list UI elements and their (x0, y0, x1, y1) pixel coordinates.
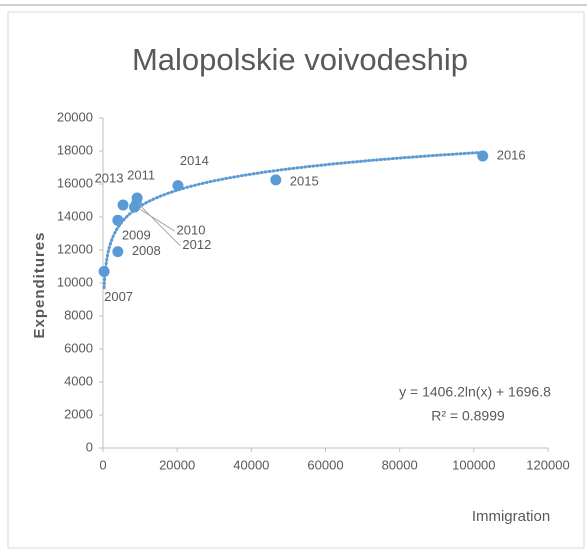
point-label: 2016 (497, 147, 526, 162)
y-axis-label: Expenditures (31, 231, 48, 338)
x-tick-label: 80000 (382, 457, 418, 472)
y-tick-label: 18000 (57, 142, 93, 157)
y-tick-label: 0 (86, 439, 93, 454)
point-label: 2011 (127, 167, 155, 182)
point (270, 174, 282, 186)
y-tick-label: 20000 (57, 109, 93, 124)
trendline (102, 150, 485, 290)
x-tick-label: 120000 (526, 457, 569, 472)
point-label: 2008 (132, 243, 161, 258)
point-label: 2009 (122, 228, 151, 243)
x-tick-label: 100000 (452, 457, 495, 472)
y-tick-label: 2000 (64, 406, 93, 421)
y-tick-label: 6000 (64, 340, 93, 355)
point (130, 198, 142, 210)
chart-title: Malopolskie voivodeship (132, 42, 468, 77)
leader-line (136, 206, 175, 232)
point (477, 150, 489, 162)
point-label: 2013 (95, 170, 124, 185)
y-tick-label: 16000 (57, 175, 93, 190)
trend-r-squared: R² = 0.8999 (431, 408, 505, 424)
y-tick-label: 8000 (64, 307, 93, 322)
leader-line (138, 203, 181, 247)
point (172, 180, 184, 192)
point-label: 2010 (177, 223, 206, 238)
point (117, 199, 129, 211)
point-label: 2007 (104, 289, 133, 304)
y-tick-label: 12000 (57, 241, 93, 256)
y-tick-label: 10000 (57, 274, 93, 289)
trend-equation: y = 1406.2ln(x) + 1696.8 (399, 384, 551, 400)
x-tick-label: 20000 (159, 457, 195, 472)
chart-border (7, 11, 585, 549)
y-tick-label: 4000 (64, 373, 93, 388)
x-tick-label: 40000 (233, 457, 269, 472)
y-tick-label: 14000 (57, 208, 93, 223)
point-label: 2014 (180, 153, 209, 168)
point-label: 2015 (290, 173, 319, 188)
point-label: 2012 (182, 237, 211, 252)
point (112, 246, 124, 258)
x-tick-label: 0 (99, 457, 106, 472)
point (98, 265, 110, 277)
x-axis-label: Immigration (472, 508, 550, 525)
point (112, 214, 124, 226)
x-tick-label: 60000 (307, 457, 343, 472)
